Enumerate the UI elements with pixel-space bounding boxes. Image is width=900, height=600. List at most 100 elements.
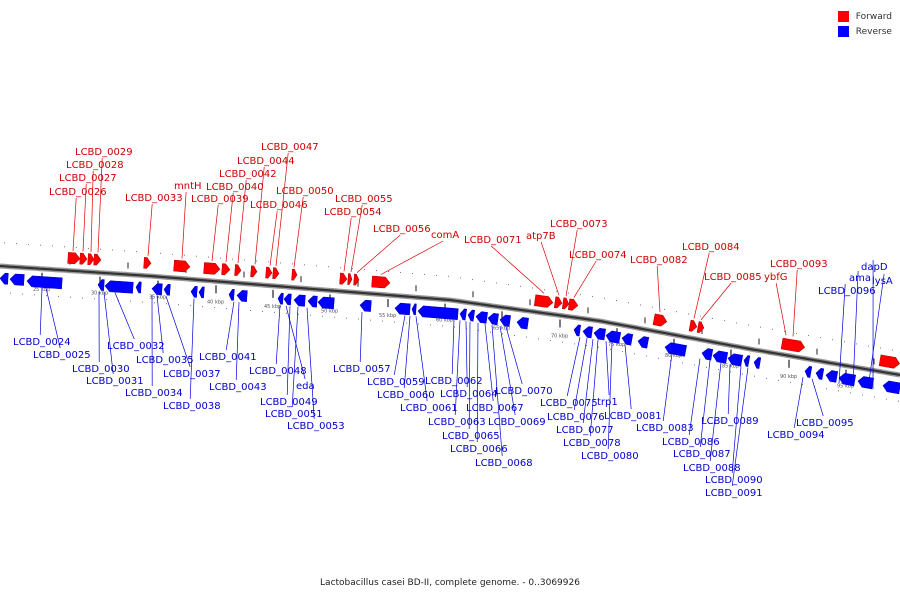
forward-gene-arrow bbox=[652, 313, 668, 327]
track-dot bbox=[262, 311, 263, 312]
track-dot bbox=[862, 394, 863, 396]
reverse-gene-label: LCBD_0048 bbox=[249, 366, 307, 377]
forward-gene-arrow bbox=[371, 275, 391, 289]
reverse-gene-label: LCBD_0062 bbox=[425, 376, 483, 387]
track-dot bbox=[646, 355, 647, 357]
track-dot bbox=[550, 340, 551, 341]
track-dot bbox=[754, 375, 755, 377]
track-dot bbox=[784, 330, 785, 332]
track-dot bbox=[598, 346, 599, 348]
forward-gene-arrow bbox=[339, 272, 348, 285]
reverse-gene-label: LCBD_0066 bbox=[450, 444, 508, 455]
forward-gene-arrow bbox=[67, 252, 81, 265]
forward-gene-label: LCBD_0050 bbox=[276, 186, 334, 197]
leader-line bbox=[540, 241, 560, 296]
track-dot bbox=[208, 256, 209, 258]
track-dot bbox=[76, 247, 77, 249]
forward-gene-label: LCBD_0074 bbox=[569, 250, 627, 261]
track-dot bbox=[40, 244, 41, 246]
leader-line bbox=[225, 301, 235, 351]
leader-line bbox=[306, 307, 315, 420]
track-dot bbox=[538, 338, 539, 340]
leader-line bbox=[709, 362, 722, 462]
track-dot bbox=[868, 345, 869, 347]
reverse-gene-label: LCBD_0075 bbox=[540, 398, 598, 409]
reverse-gene-arrow bbox=[459, 308, 467, 321]
reverse-gene-arrow bbox=[394, 302, 411, 316]
track-dot bbox=[130, 300, 131, 302]
track-dot bbox=[94, 298, 95, 300]
track-dot bbox=[724, 320, 725, 322]
leader-line bbox=[103, 291, 114, 375]
leader-line bbox=[275, 152, 289, 267]
track-dot bbox=[532, 287, 533, 289]
track-dot bbox=[586, 345, 587, 346]
forward-gene-label: LCBD_0073 bbox=[550, 219, 608, 230]
track-dot bbox=[394, 321, 395, 323]
leader-line bbox=[624, 344, 632, 410]
forward-gene-arrow bbox=[561, 297, 570, 310]
track-dot bbox=[718, 369, 719, 370]
reverse-gene-label: LCBD_0049 bbox=[260, 397, 318, 408]
kbp-tick-label: 85 kbp bbox=[722, 363, 739, 369]
reverse-gene-label: LCBD_0057 bbox=[333, 364, 391, 375]
track-dot bbox=[808, 335, 809, 337]
track-dot bbox=[484, 280, 485, 282]
track-dot bbox=[220, 257, 221, 259]
track-dot bbox=[610, 348, 611, 350]
forward-gene-arrow bbox=[347, 273, 353, 285]
reverse-gene-label: LCBD_0065 bbox=[442, 431, 500, 442]
track-dot bbox=[70, 296, 71, 298]
leader-line bbox=[573, 338, 588, 411]
track-dot bbox=[658, 357, 659, 359]
track-dot bbox=[652, 306, 653, 308]
track-dot bbox=[160, 252, 161, 254]
track-dot bbox=[676, 311, 677, 313]
leader-line bbox=[39, 287, 43, 336]
track-dot bbox=[136, 251, 137, 253]
legend-reverse-label: Reverse bbox=[855, 26, 892, 37]
legend-forward-label: Forward bbox=[855, 11, 892, 22]
leader-line bbox=[359, 311, 363, 363]
track-dot bbox=[418, 323, 419, 325]
track-dot bbox=[268, 261, 269, 263]
track-dot bbox=[196, 255, 197, 257]
forward-gene-arrow bbox=[291, 268, 298, 281]
track-dot bbox=[430, 324, 431, 326]
track-dot bbox=[562, 341, 563, 343]
reverse-gene-arrow bbox=[277, 292, 284, 305]
leader-line bbox=[189, 298, 195, 400]
forward-gene-label: comA bbox=[431, 230, 459, 241]
reverse-gene-arrow bbox=[151, 283, 163, 296]
kbp-tick-label: 30 kbp bbox=[91, 291, 108, 297]
leader-line bbox=[867, 273, 885, 389]
track-dot bbox=[88, 247, 89, 249]
track-dot bbox=[52, 245, 53, 247]
leader-line bbox=[699, 360, 711, 448]
leader-line bbox=[403, 315, 411, 389]
track-dot bbox=[508, 284, 509, 286]
leader-line bbox=[792, 269, 798, 337]
forward-gene-label: atp7B bbox=[526, 231, 556, 242]
track-dot bbox=[622, 351, 623, 353]
reverse-gene-arrow bbox=[605, 330, 622, 344]
track-dot bbox=[460, 277, 461, 279]
track-dot bbox=[310, 314, 311, 316]
forward-gene-label: LCBD_0085 bbox=[704, 272, 762, 283]
track-dot bbox=[604, 297, 605, 299]
leader-line bbox=[356, 234, 401, 273]
track-dot bbox=[22, 293, 23, 295]
leader-line bbox=[211, 204, 219, 262]
track-dot bbox=[178, 304, 179, 306]
track-dot bbox=[730, 371, 731, 373]
track-dot bbox=[700, 315, 701, 317]
leader-line bbox=[565, 229, 578, 297]
forward-gene-arrow bbox=[688, 319, 698, 332]
reverse-gene-label: LCBD_0034 bbox=[125, 388, 183, 399]
leader-line bbox=[285, 305, 306, 380]
reverse-gene-label: ama bbox=[849, 273, 871, 284]
track-dot bbox=[466, 328, 467, 330]
leader-line bbox=[476, 322, 479, 443]
leader-line bbox=[700, 282, 732, 321]
reverse-gene-arrow bbox=[621, 333, 634, 346]
